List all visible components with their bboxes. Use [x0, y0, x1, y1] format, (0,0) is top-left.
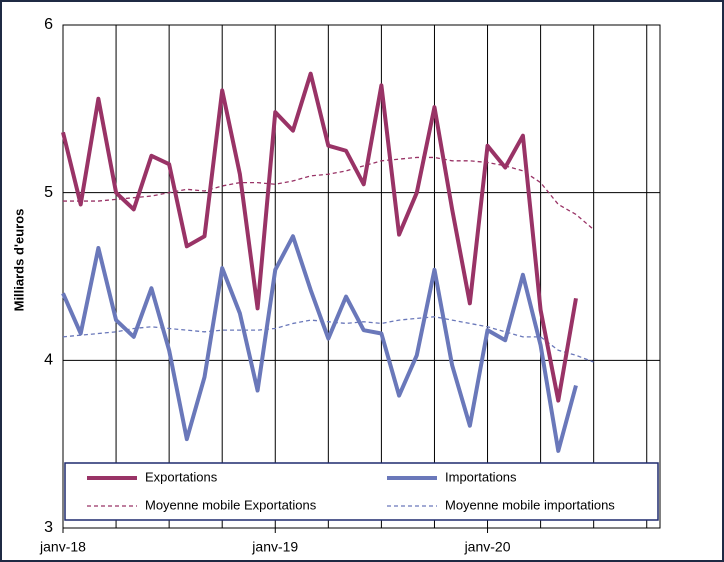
y-tick-label: 4 [44, 352, 53, 369]
legend-label: Moyenne mobile Exportations [145, 497, 317, 512]
series-line [61, 71, 578, 403]
legend-label: Importations [445, 469, 517, 484]
legend-label: Exportations [145, 469, 218, 484]
legend-label: Moyenne mobile importations [445, 497, 615, 512]
y-axis-label: Milliards d'euros [11, 209, 26, 312]
x-tick-label: janv-18 [39, 539, 86, 555]
series-line [62, 316, 594, 363]
y-tick-label: 5 [44, 184, 53, 201]
y-tick-label: 6 [44, 16, 53, 33]
series-line [61, 234, 578, 453]
legend-box [64, 462, 659, 521]
x-tick-label: janv-19 [251, 539, 298, 555]
series-line [63, 156, 595, 231]
x-tick-label: janv-20 [464, 539, 511, 555]
y-tick-label: 3 [44, 519, 53, 536]
plot-border [62, 24, 661, 529]
